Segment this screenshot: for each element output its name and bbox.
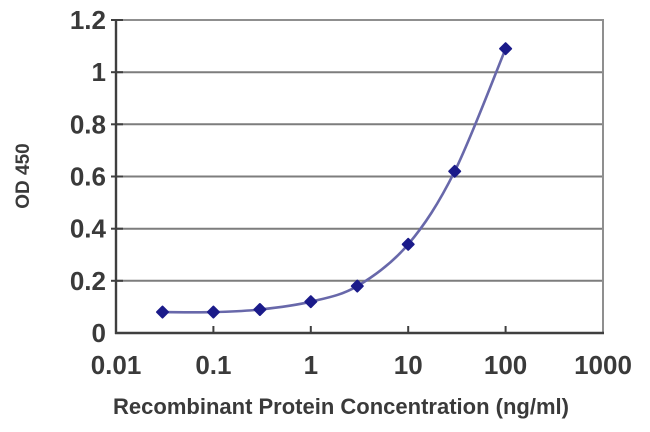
x-axis-title: Recombinant Protein Concentration (ng/ml…: [113, 394, 569, 419]
x-tick-label: 100: [484, 350, 527, 380]
y-tick-label: 0.4: [70, 214, 107, 244]
y-tick-label: 0.8: [70, 109, 106, 139]
y-tick-label: 1.2: [70, 5, 106, 35]
x-tick-label: 0.1: [195, 350, 231, 380]
y-tick-label: 0.2: [70, 266, 106, 296]
data-point-marker: [448, 164, 462, 178]
x-tick-label: 0.01: [91, 350, 142, 380]
y-tick-label: 1: [92, 57, 106, 87]
data-point-marker: [253, 303, 267, 316]
x-tick-label: 1: [304, 350, 318, 380]
data-point-marker: [304, 295, 318, 309]
data-point-marker: [156, 305, 169, 319]
x-tick-label: 1000: [574, 350, 632, 380]
data-point-marker: [499, 42, 513, 56]
y-tick-label: 0: [92, 318, 106, 348]
data-point-marker: [401, 237, 415, 251]
x-tick-label: 10: [394, 350, 423, 380]
data-point-marker: [206, 305, 220, 319]
curve-line: [161, 47, 507, 314]
y-axis-title: OD 450: [13, 143, 34, 209]
data-point-marker: [350, 279, 364, 293]
y-tick-label: 0.6: [70, 162, 106, 192]
